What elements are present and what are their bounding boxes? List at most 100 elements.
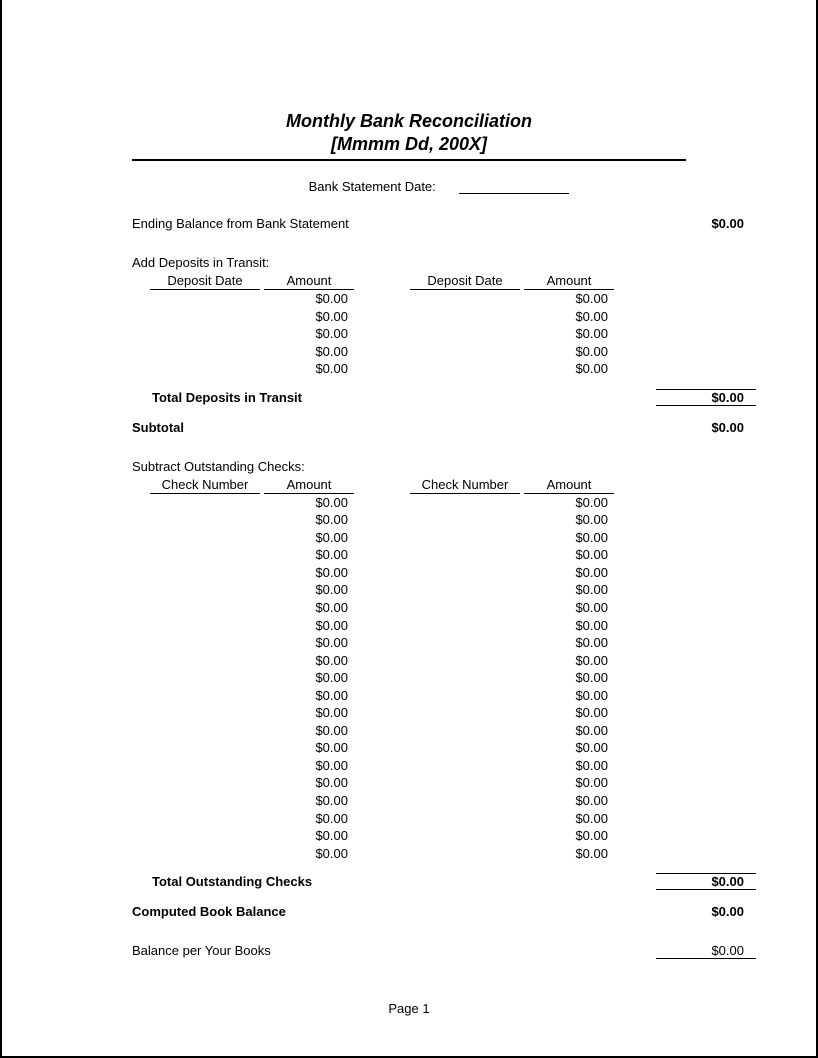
deposit-row-key[interactable] [150,360,260,378]
deposit-row-amount[interactable]: $0.00 [264,343,354,361]
check-row-key[interactable] [410,546,520,564]
check-row-key[interactable] [150,827,260,845]
check-row-amount[interactable]: $0.00 [524,739,614,757]
check-row-amount[interactable]: $0.00 [524,792,614,810]
check-row-amount[interactable]: $0.00 [524,669,614,687]
check-row-amount[interactable]: $0.00 [264,704,354,722]
check-row-key[interactable] [410,739,520,757]
check-row-amount[interactable]: $0.00 [264,546,354,564]
check-row-key[interactable] [150,546,260,564]
check-row-key[interactable] [410,722,520,740]
check-row-amount[interactable]: $0.00 [524,774,614,792]
check-row-key[interactable] [410,652,520,670]
check-row-key[interactable] [150,687,260,705]
check-row-amount[interactable]: $0.00 [524,511,614,529]
check-row-amount[interactable]: $0.00 [264,792,354,810]
check-row-key[interactable] [410,511,520,529]
check-row-amount[interactable]: $0.00 [264,774,354,792]
check-row-amount[interactable]: $0.00 [524,652,614,670]
check-row-amount[interactable]: $0.00 [524,704,614,722]
check-row-amount[interactable]: $0.00 [264,739,354,757]
check-row-amount[interactable]: $0.00 [264,827,354,845]
deposit-row-amount[interactable]: $0.00 [524,343,614,361]
check-row-key[interactable] [410,529,520,547]
check-row-amount[interactable]: $0.00 [524,599,614,617]
check-row-amount[interactable]: $0.00 [524,722,614,740]
check-row-amount[interactable]: $0.00 [264,581,354,599]
check-row-amount[interactable]: $0.00 [264,599,354,617]
check-row-amount[interactable]: $0.00 [524,634,614,652]
deposit-row-amount[interactable]: $0.00 [524,360,614,378]
check-row-amount[interactable]: $0.00 [524,845,614,863]
check-row-amount[interactable]: $0.00 [264,511,354,529]
check-row-key[interactable] [150,581,260,599]
check-row-amount[interactable]: $0.00 [524,827,614,845]
check-row-amount[interactable]: $0.00 [264,617,354,635]
check-row-amount[interactable]: $0.00 [264,722,354,740]
check-row-amount[interactable]: $0.00 [264,845,354,863]
check-row-key[interactable] [410,827,520,845]
check-row-amount[interactable]: $0.00 [264,810,354,828]
check-row-amount[interactable]: $0.00 [524,757,614,775]
check-row-amount[interactable]: $0.00 [264,494,354,512]
check-row-key[interactable] [150,669,260,687]
check-row-key[interactable] [410,669,520,687]
check-row-amount[interactable]: $0.00 [264,529,354,547]
check-row-amount[interactable]: $0.00 [264,669,354,687]
statement-date-field[interactable] [459,180,569,194]
check-row-amount[interactable]: $0.00 [264,757,354,775]
deposit-row-key[interactable] [150,308,260,326]
check-row-key[interactable] [410,810,520,828]
check-row-amount[interactable]: $0.00 [524,546,614,564]
check-row-key[interactable] [150,634,260,652]
check-row-key[interactable] [150,810,260,828]
deposit-row-key[interactable] [150,343,260,361]
check-row-key[interactable] [150,529,260,547]
check-row-amount[interactable]: $0.00 [264,652,354,670]
check-row-amount[interactable]: $0.00 [524,581,614,599]
check-row-key[interactable] [410,634,520,652]
check-row-key[interactable] [150,599,260,617]
check-row-amount[interactable]: $0.00 [524,810,614,828]
deposit-row-amount[interactable]: $0.00 [264,325,354,343]
deposit-row-key[interactable] [410,360,520,378]
check-row-amount[interactable]: $0.00 [524,687,614,705]
check-row-key[interactable] [150,511,260,529]
check-row-key[interactable] [150,494,260,512]
check-row-key[interactable] [410,757,520,775]
check-row-key[interactable] [410,845,520,863]
deposit-row-key[interactable] [150,290,260,308]
check-row-amount[interactable]: $0.00 [524,617,614,635]
deposit-row-amount[interactable]: $0.00 [264,290,354,308]
check-row-key[interactable] [150,774,260,792]
check-row-amount[interactable]: $0.00 [264,687,354,705]
check-row-key[interactable] [410,564,520,582]
check-row-key[interactable] [150,564,260,582]
deposit-row-key[interactable] [410,325,520,343]
check-row-key[interactable] [410,494,520,512]
deposit-row-amount[interactable]: $0.00 [264,360,354,378]
check-row-amount[interactable]: $0.00 [524,494,614,512]
deposit-row-amount[interactable]: $0.00 [264,308,354,326]
check-row-key[interactable] [410,687,520,705]
deposit-row-key[interactable] [410,343,520,361]
check-row-key[interactable] [410,704,520,722]
check-row-key[interactable] [150,722,260,740]
check-row-key[interactable] [150,792,260,810]
check-row-amount[interactable]: $0.00 [524,564,614,582]
check-row-amount[interactable]: $0.00 [264,564,354,582]
deposit-row-amount[interactable]: $0.00 [524,325,614,343]
check-row-amount[interactable]: $0.00 [524,529,614,547]
check-row-key[interactable] [410,774,520,792]
check-row-key[interactable] [410,792,520,810]
check-row-key[interactable] [150,845,260,863]
check-row-key[interactable] [150,652,260,670]
deposit-row-key[interactable] [150,325,260,343]
check-row-key[interactable] [150,739,260,757]
check-row-key[interactable] [150,757,260,775]
check-row-key[interactable] [410,599,520,617]
check-row-key[interactable] [150,617,260,635]
check-row-key[interactable] [150,704,260,722]
check-row-amount[interactable]: $0.00 [264,634,354,652]
deposit-row-amount[interactable]: $0.00 [524,290,614,308]
